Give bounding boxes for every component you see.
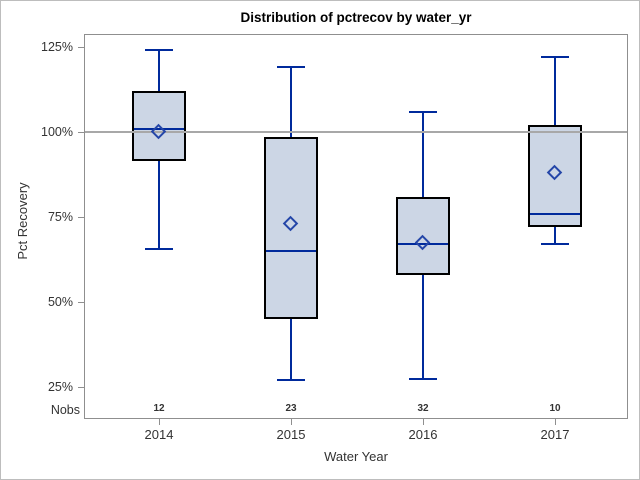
whisker-cap-bottom-2016 [409,377,437,380]
y-tick-label-50: 50% [47,295,73,309]
nobs-row-label: Nobs [50,403,80,417]
y-tick-label-25: 25% [47,380,73,394]
nobs-value-2017: 10 [549,403,561,414]
median-2017 [530,212,580,215]
whisker-cap-bottom-2014 [145,248,173,251]
box-2015 [264,137,318,319]
whisker-cap-top-2017 [541,56,569,59]
x-tick-2014 [158,419,160,425]
box-2017 [528,125,582,228]
y-tick-label-100: 100% [41,125,73,139]
y-tick-50 [78,301,84,303]
reference-line-100pct [85,131,627,133]
x-tick-label-2017: 2017 [540,427,570,442]
whisker-cap-top-2016 [409,110,437,113]
y-tick-100 [78,131,84,133]
y-tick-label-75: 75% [47,210,73,224]
whisker-cap-bottom-2017 [541,243,569,246]
x-tick-2015 [290,419,292,425]
box-2014 [132,91,186,161]
x-tick-2017 [554,419,556,425]
whisker-cap-top-2015 [277,66,305,69]
y-tick-label-125: 125% [41,40,73,54]
y-tick-25 [78,386,84,388]
y-tick-75 [78,216,84,218]
median-2014 [134,127,184,130]
x-tick-2016 [422,419,424,425]
x-tick-label-2014: 2014 [144,427,174,442]
nobs-value-2015: 23 [285,403,297,414]
y-tick-125 [78,46,84,48]
whisker-cap-bottom-2015 [277,379,305,382]
x-tick-label-2016: 2016 [408,427,438,442]
box-2016 [396,196,450,275]
median-2016 [398,243,448,246]
x-tick-label-2015: 2015 [276,427,306,442]
x-axis-label: Water Year [324,449,388,464]
median-2015 [266,250,316,252]
nobs-value-2014: 12 [153,403,165,414]
whisker-cap-top-2014 [145,49,173,52]
chart-title: Distribution of pctrecov by water_yr [240,10,472,25]
nobs-value-2016: 32 [417,403,429,414]
